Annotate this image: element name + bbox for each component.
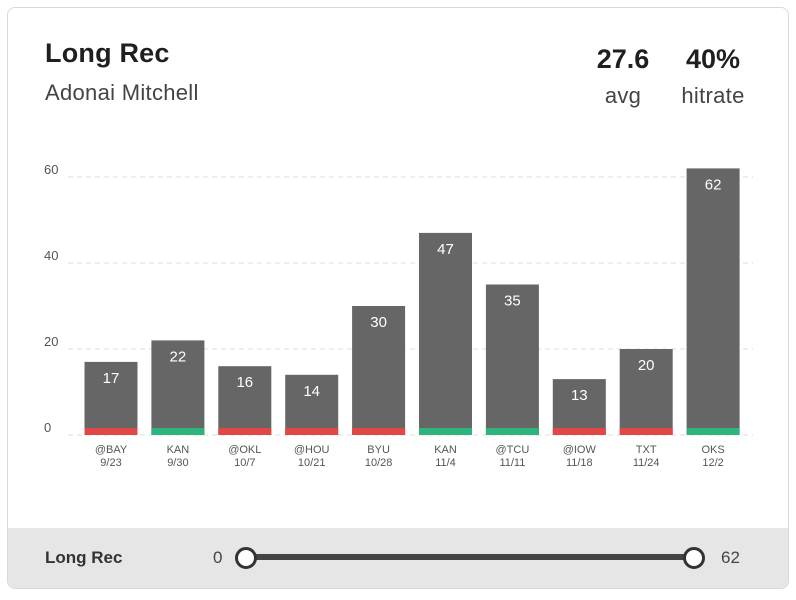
x-tick-date: 11/11 xyxy=(499,457,525,469)
hitrate-label: hitrate xyxy=(681,83,745,108)
miss-indicator xyxy=(552,428,606,435)
x-tick-opponent: @TCU xyxy=(496,444,530,456)
miss-indicator xyxy=(619,428,673,435)
x-tick-opponent: @BAY xyxy=(95,444,128,456)
hit-indicator xyxy=(419,428,472,435)
range-min-value: 0 xyxy=(213,548,223,567)
bar xyxy=(686,168,740,435)
bar-value-label: 13 xyxy=(571,387,588,404)
x-tick-date: 11/24 xyxy=(633,457,660,469)
bar xyxy=(619,349,673,435)
bar-value-label: 20 xyxy=(638,357,655,374)
hit-indicator xyxy=(686,428,740,435)
range-filter-label: Long Rec xyxy=(45,548,123,567)
x-tick-date: 10/21 xyxy=(298,457,326,469)
x-tick-opponent: @OKL xyxy=(228,444,261,456)
range-filter: Long Rec 0 62 xyxy=(8,528,788,588)
y-tick-label: 20 xyxy=(44,334,58,349)
hit-indicator xyxy=(485,428,539,435)
y-tick-label: 60 xyxy=(44,162,58,177)
y-tick-label: 40 xyxy=(44,248,58,263)
bar-value-label: 35 xyxy=(504,293,521,310)
stat-card: Long Rec Adonai Mitchell 27.6 avg 40% hi… xyxy=(7,7,789,589)
x-tick-opponent: BYU xyxy=(367,444,390,456)
bar xyxy=(352,306,406,435)
bar-value-label: 14 xyxy=(303,383,320,400)
x-tick-opponent: @HOU xyxy=(294,444,330,456)
x-tick-date: 11/4 xyxy=(435,457,456,469)
miss-indicator xyxy=(218,428,272,435)
range-min-handle[interactable] xyxy=(235,547,257,569)
avg-label: avg xyxy=(604,83,642,108)
hit-indicator xyxy=(151,428,205,435)
bar xyxy=(218,366,272,435)
hitrate-stat: 40% hitrate xyxy=(668,44,758,109)
x-tick-opponent: KAN xyxy=(434,444,457,456)
stat-title: Long Rec xyxy=(45,38,170,68)
bar xyxy=(552,379,606,435)
hitrate-value: 40% xyxy=(685,44,741,74)
bar xyxy=(84,361,138,435)
avg-value: 27.6 xyxy=(596,44,650,74)
miss-indicator xyxy=(84,428,138,435)
bar-chart: 020406017@BAY9/2322KAN9/3016@OKL10/714@H… xyxy=(44,162,753,469)
bar-value-label: 62 xyxy=(705,176,722,193)
x-tick-date: 9/30 xyxy=(167,457,188,469)
x-tick-date: 10/28 xyxy=(365,457,393,469)
bar-value-label: 16 xyxy=(236,374,253,391)
x-tick-date: 11/18 xyxy=(566,457,593,469)
x-tick-opponent: TXT xyxy=(636,444,657,456)
bar-value-label: 30 xyxy=(370,314,387,331)
range-max-handle[interactable] xyxy=(683,547,705,569)
x-tick-date: 10/7 xyxy=(234,457,255,469)
avg-stat: 27.6 avg xyxy=(583,44,663,109)
bar xyxy=(151,340,205,435)
bar xyxy=(285,374,339,435)
bar-value-label: 22 xyxy=(170,348,187,365)
y-tick-label: 0 xyxy=(44,420,51,435)
x-tick-date: 12/2 xyxy=(702,457,723,469)
x-tick-opponent: OKS xyxy=(701,444,724,456)
bar-value-label: 17 xyxy=(103,370,120,387)
range-max-value: 62 xyxy=(721,548,740,567)
bar-value-label: 47 xyxy=(437,241,454,258)
miss-indicator xyxy=(285,428,339,435)
player-name: Adonai Mitchell xyxy=(45,80,199,105)
bar xyxy=(485,284,539,435)
x-tick-opponent: @IOW xyxy=(563,444,597,456)
range-slider-track[interactable] xyxy=(245,554,695,560)
miss-indicator xyxy=(352,428,406,435)
bar xyxy=(419,232,472,435)
x-tick-date: 9/23 xyxy=(100,457,121,469)
x-tick-opponent: KAN xyxy=(167,444,190,456)
